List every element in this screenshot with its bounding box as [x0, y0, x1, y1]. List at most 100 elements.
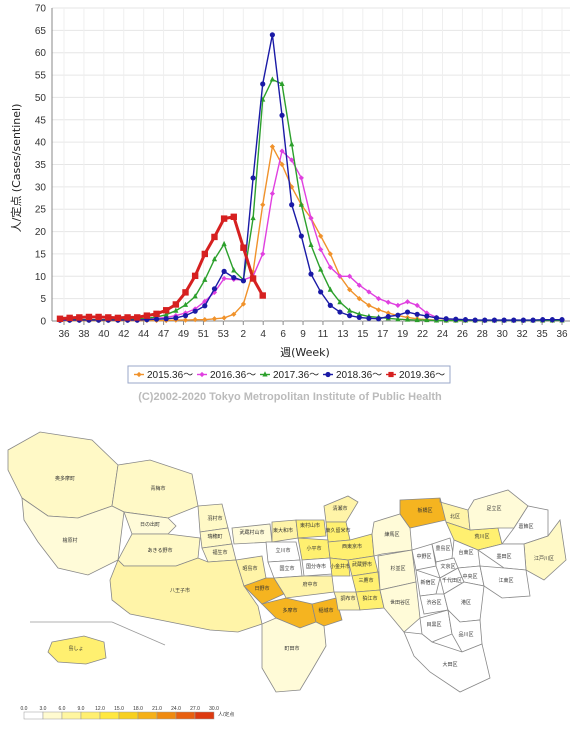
- x-tick-label: 32: [517, 329, 529, 340]
- region-label: 昭島市: [242, 565, 257, 572]
- data-point: [395, 302, 401, 308]
- data-point: [289, 141, 295, 147]
- region-label: 世田谷区: [390, 599, 410, 606]
- region-shape: [261, 617, 327, 693]
- scale-label: 18.0: [133, 706, 143, 712]
- region-label: 日の出町: [140, 521, 160, 528]
- scale-label: 6.0: [59, 706, 66, 712]
- data-point: [192, 293, 198, 299]
- legend-item: 2015.36〜: [134, 370, 193, 381]
- region-shape: [123, 511, 177, 535]
- region-武蔵村山市: 武蔵村山市: [231, 523, 273, 545]
- data-point: [259, 292, 266, 299]
- y-tick-label: 5: [40, 294, 46, 305]
- data-point: [443, 316, 449, 322]
- region-label: 墨田区: [496, 554, 511, 560]
- region-label: 小平市: [306, 545, 321, 552]
- data-point: [482, 317, 488, 323]
- data-point: [337, 309, 343, 315]
- data-point: [269, 144, 275, 150]
- data-point: [163, 316, 169, 322]
- region-label: 日野市: [254, 585, 269, 592]
- data-point: [424, 313, 430, 319]
- data-point: [318, 266, 324, 272]
- region-大田区: 大田区: [403, 631, 491, 693]
- data-point: [298, 175, 304, 181]
- data-point: [85, 313, 93, 321]
- data-point: [511, 317, 517, 323]
- x-tick-label: 49: [178, 329, 190, 340]
- region-shape: [467, 489, 529, 531]
- scale-swatch: [175, 711, 196, 720]
- y-tick-label: 25: [35, 205, 47, 216]
- data-point: [221, 315, 227, 321]
- region-墨田区: 墨田区: [477, 543, 527, 571]
- data-point: [250, 175, 256, 181]
- data-point: [318, 233, 324, 239]
- region-目黒区: 目黒区: [419, 609, 453, 643]
- region-shape: [403, 631, 491, 693]
- data-point: [347, 307, 353, 313]
- y-tick-label: 60: [35, 48, 47, 59]
- region-label: 稲城市: [318, 607, 333, 614]
- region-小金井市: 小金井市: [329, 557, 351, 577]
- data-point: [327, 251, 333, 257]
- data-point: [191, 272, 199, 280]
- region-label: 清瀬市: [332, 505, 347, 512]
- data-point: [240, 244, 247, 251]
- island-divider: [111, 621, 166, 646]
- region-label: 武蔵野市: [352, 561, 372, 568]
- legend-label: 2018.36〜: [336, 370, 382, 381]
- legend: 2015.36〜 2016.36〜 2017.36〜 2018.36〜 2019.36〜: [134, 370, 445, 381]
- data-point: [520, 317, 526, 323]
- region-板橋区: 板橋区: [399, 497, 447, 529]
- region-label: 立川市: [275, 547, 290, 554]
- x-tick-label: 36: [58, 329, 70, 340]
- data-point: [182, 301, 189, 307]
- region-label: 葛飾区: [518, 523, 533, 530]
- scale-swatch: [137, 711, 158, 720]
- data-point: [211, 256, 218, 262]
- region-label: 中央区: [462, 573, 477, 580]
- series-line: [59, 215, 265, 321]
- region-羽村市: 羽村市: [197, 503, 229, 533]
- region-label: 東村山市: [300, 522, 320, 529]
- region-足立区: 足立区: [467, 489, 529, 531]
- region-label: 東久留米市: [325, 527, 350, 534]
- y-tick-label: 50: [35, 93, 47, 104]
- map-legend-unit: 人/定点: [218, 711, 234, 718]
- region-label: 港区: [461, 599, 471, 606]
- data-point: [260, 251, 266, 257]
- region-立川市: 立川市: [265, 541, 301, 563]
- data-point: [462, 317, 469, 323]
- data-point: [202, 303, 208, 309]
- data-point: [173, 307, 179, 313]
- scale-label: 21.0: [152, 706, 162, 712]
- region-江東区: 江東区: [479, 565, 531, 599]
- scale-swatch: [42, 711, 63, 720]
- scale-label: 24.0: [171, 706, 181, 712]
- x-tick-label: 6: [280, 329, 286, 340]
- region-label: 品川区: [458, 632, 473, 638]
- data-point: [114, 314, 122, 322]
- region-shape: [47, 635, 107, 665]
- x-tick-label: 30: [497, 329, 509, 340]
- region-島しょ: 島しょ: [47, 635, 107, 665]
- data-point: [143, 312, 151, 319]
- data-point: [182, 317, 189, 323]
- region-国分寺市: 国分寺市: [301, 557, 333, 577]
- y-tick-label: 40: [35, 138, 47, 149]
- legend-marker: [136, 371, 142, 378]
- data-point: [308, 241, 314, 247]
- data-point: [279, 148, 285, 154]
- region-label: 東大和市: [273, 527, 293, 534]
- scale-label: 15.0: [114, 706, 124, 712]
- data-point: [269, 32, 275, 38]
- data-point: [404, 309, 411, 315]
- x-tick-label: 42: [118, 329, 130, 340]
- data-point: [298, 233, 304, 239]
- data-point: [182, 289, 189, 296]
- region-label: 国立市: [279, 565, 294, 572]
- data-point: [395, 316, 401, 322]
